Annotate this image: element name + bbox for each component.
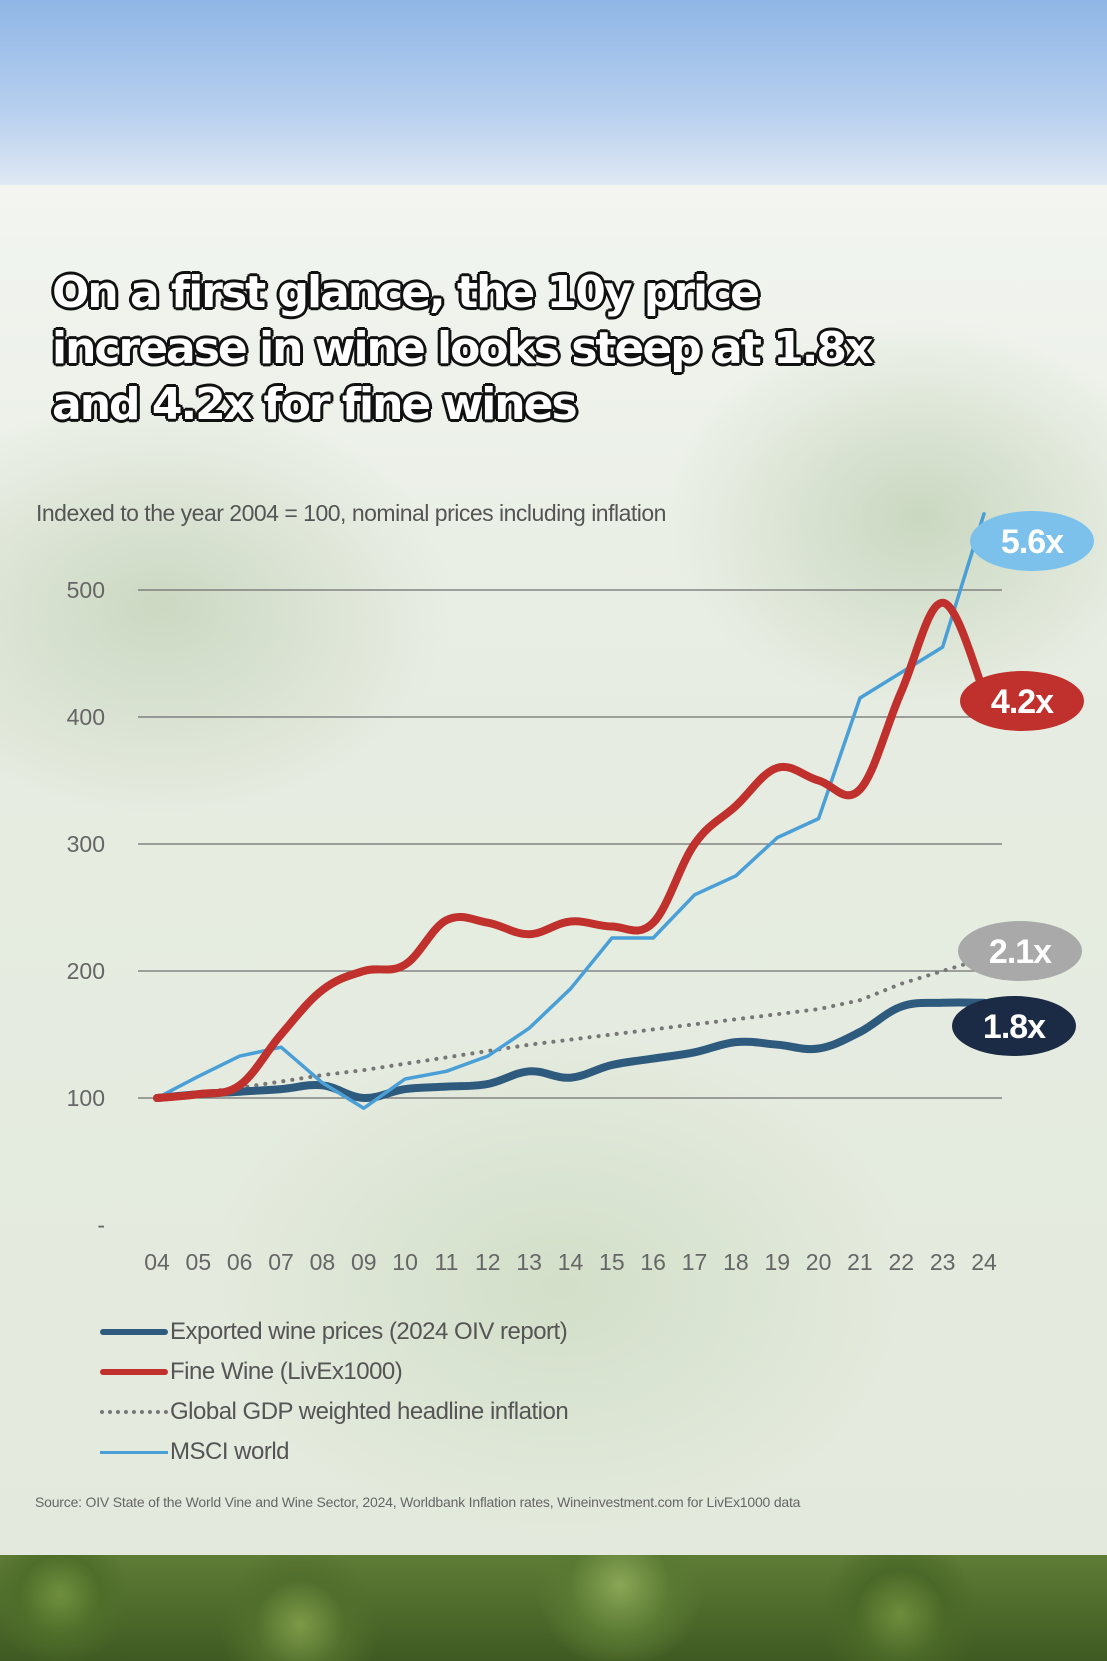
x-tick-label: 21 [847,1249,873,1275]
legend: Exported wine prices (2024 OIV report) F… [100,1312,569,1472]
source-note: Source: OIV State of the World Vine and … [35,1494,801,1510]
sky-background [0,0,1107,185]
x-tick-label: 22 [889,1249,915,1275]
end-label-msci: 5.6x [1001,523,1064,561]
x-tick-label: 10 [392,1249,418,1275]
legend-swatch-fine-wine [100,1369,168,1375]
x-tick-label: 18 [723,1249,749,1275]
legend-label-inflation: Global GDP weighted headline inflation [170,1398,569,1425]
series-fine-wine [153,598,988,1102]
end-label-inflation-badge [958,921,1082,981]
legend-swatch-exported [100,1329,168,1335]
end-label-msci-badge [970,511,1094,571]
x-tick-label: 04 [144,1249,170,1275]
x-tick-label: 14 [558,1249,584,1275]
x-tick-label: 20 [806,1249,832,1275]
end-label-fine-wine-badge [960,671,1084,731]
end-label-exported: 1.8x [983,1008,1046,1046]
x-tick-label: 23 [930,1249,956,1275]
x-tick-label: 15 [599,1249,625,1275]
x-tick-label: 12 [475,1249,501,1275]
end-label-fine-wine: 4.2x [991,683,1054,721]
legend-swatch-msci [100,1450,168,1454]
grid-layer: - 100 200 300 400 500 04 05 06 07 08 09 10 11 12 13 14 15… [67,577,1002,1275]
legend-label-exported: Exported wine prices (2024 OIV report) [170,1318,568,1345]
vineyard-background [0,1555,1107,1661]
chart-panel [0,185,1107,1555]
series-layer [153,512,988,1110]
y-tick-label: 500 [67,577,105,603]
y-tick-label: 100 [67,1085,105,1111]
y-tick-label: 200 [67,958,105,984]
end-label-inflation: 2.1x [989,933,1052,971]
series-exported-wine [153,998,988,1103]
y-tick-label: 400 [67,704,105,730]
legend-item-inflation: Global GDP weighted headline inflation [100,1392,569,1432]
y-tick-label: 300 [67,831,105,857]
x-tick-label: 19 [764,1249,790,1275]
y-tick-label: - [97,1212,105,1238]
x-tick-label: 11 [435,1249,459,1275]
x-tick-label: 08 [310,1249,336,1275]
legend-label-fine-wine: Fine Wine (LivEx1000) [170,1358,403,1385]
x-tick-label: 16 [640,1249,666,1275]
series-inflation [155,956,986,1100]
legend-item-fine-wine: Fine Wine (LivEx1000) [100,1352,568,1392]
x-tick-label: 24 [971,1249,997,1275]
chart-subtitle: Indexed to the year 2004 = 100, nominal … [36,500,666,526]
end-label-exported-badge [952,996,1076,1056]
page-title: On a first glance, the 10y price increas… [52,267,873,430]
x-tick-label: 13 [516,1249,542,1275]
x-tick-label: 17 [682,1249,708,1275]
label-layer: 1.8x 4.2x 2.1x 5.6x [952,511,1094,1056]
legend-item-exported: Exported wine prices (2024 OIV report) [100,1312,568,1352]
x-tick-label: 05 [186,1249,212,1275]
series-msci-world [155,512,986,1110]
x-tick-label: 07 [268,1249,294,1275]
x-tick-label: 09 [351,1249,377,1275]
legend-label-msci: MSCI world [170,1438,290,1465]
legend-item-msci: MSCI world [100,1432,568,1472]
x-tick-label: 06 [227,1249,253,1275]
legend-swatch-inflation [100,1410,168,1414]
